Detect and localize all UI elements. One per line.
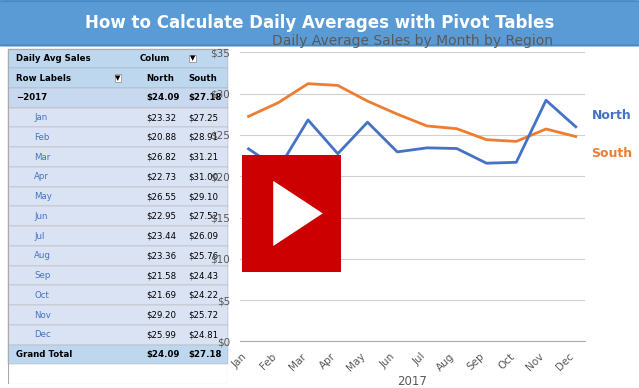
FancyBboxPatch shape xyxy=(235,147,348,280)
Text: $27.18: $27.18 xyxy=(189,94,222,102)
Text: $31.21: $31.21 xyxy=(189,152,219,161)
Text: Dec: Dec xyxy=(34,330,51,339)
Bar xyxy=(8,128,228,147)
Polygon shape xyxy=(273,181,323,246)
X-axis label: 2017: 2017 xyxy=(397,375,427,388)
Bar xyxy=(8,68,228,88)
Bar xyxy=(8,147,228,167)
Text: Aug: Aug xyxy=(34,251,51,260)
Text: $22.95: $22.95 xyxy=(146,212,176,221)
Text: $23.44: $23.44 xyxy=(146,232,176,241)
Text: $22.73: $22.73 xyxy=(146,172,176,181)
Text: $28.91: $28.91 xyxy=(189,133,219,142)
Bar xyxy=(8,246,228,266)
Text: Row Labels: Row Labels xyxy=(17,74,72,83)
Text: $23.36: $23.36 xyxy=(146,251,176,260)
Bar xyxy=(8,108,228,128)
Text: South: South xyxy=(189,74,217,83)
Bar xyxy=(8,226,228,246)
Text: $25.72: $25.72 xyxy=(189,310,219,320)
Text: $26.55: $26.55 xyxy=(146,192,176,201)
Text: $27.18: $27.18 xyxy=(189,350,222,359)
Text: Grand Total: Grand Total xyxy=(17,350,73,359)
Text: $31.00: $31.00 xyxy=(189,172,219,181)
Text: $25.99: $25.99 xyxy=(146,330,176,339)
Text: $29.10: $29.10 xyxy=(189,192,219,201)
Text: North: North xyxy=(592,109,631,122)
Text: $27.52: $27.52 xyxy=(189,212,219,221)
Text: Colum: Colum xyxy=(140,54,171,63)
Text: $24.22: $24.22 xyxy=(189,291,219,300)
Text: North: North xyxy=(146,74,174,83)
Text: $20.88: $20.88 xyxy=(146,133,176,142)
FancyBboxPatch shape xyxy=(0,1,639,45)
Text: $24.09: $24.09 xyxy=(146,350,180,359)
Bar xyxy=(8,345,228,364)
Bar xyxy=(8,206,228,226)
Text: Jun: Jun xyxy=(34,212,48,221)
Text: $21.69: $21.69 xyxy=(146,291,176,300)
Text: Jan: Jan xyxy=(34,113,47,122)
Text: May: May xyxy=(34,192,52,201)
Bar xyxy=(8,286,228,305)
Bar xyxy=(8,167,228,187)
Text: $24.43: $24.43 xyxy=(189,271,219,280)
Bar xyxy=(8,48,228,68)
Text: $24.09: $24.09 xyxy=(146,94,180,102)
Bar xyxy=(8,325,228,345)
Text: Daily Avg Sales: Daily Avg Sales xyxy=(17,54,91,63)
Text: Feb: Feb xyxy=(34,133,49,142)
Text: $23.32: $23.32 xyxy=(146,113,176,122)
Text: $26.82: $26.82 xyxy=(146,152,176,161)
Text: Nov: Nov xyxy=(34,310,51,320)
Text: $24.81: $24.81 xyxy=(189,330,219,339)
Text: $29.20: $29.20 xyxy=(146,310,176,320)
Text: $27.25: $27.25 xyxy=(189,113,219,122)
Text: $21.58: $21.58 xyxy=(146,271,176,280)
Bar xyxy=(8,187,228,206)
Text: How to Calculate Daily Averages with Pivot Tables: How to Calculate Daily Averages with Piv… xyxy=(85,14,554,32)
Text: Apr: Apr xyxy=(34,172,49,181)
Text: ▼: ▼ xyxy=(115,75,121,81)
Title: Daily Average Sales by Month by Region: Daily Average Sales by Month by Region xyxy=(272,35,553,48)
Text: Mar: Mar xyxy=(34,152,50,161)
Text: South: South xyxy=(592,147,633,160)
Bar xyxy=(8,88,228,108)
Text: ▼: ▼ xyxy=(190,55,196,61)
Text: $26.09: $26.09 xyxy=(189,232,219,241)
Text: Oct: Oct xyxy=(34,291,49,300)
Bar xyxy=(8,266,228,286)
Text: −2017: −2017 xyxy=(17,94,48,102)
Bar xyxy=(8,305,228,325)
Text: Sep: Sep xyxy=(34,271,50,280)
Text: $25.76: $25.76 xyxy=(189,251,219,260)
Text: Jul: Jul xyxy=(34,232,45,241)
